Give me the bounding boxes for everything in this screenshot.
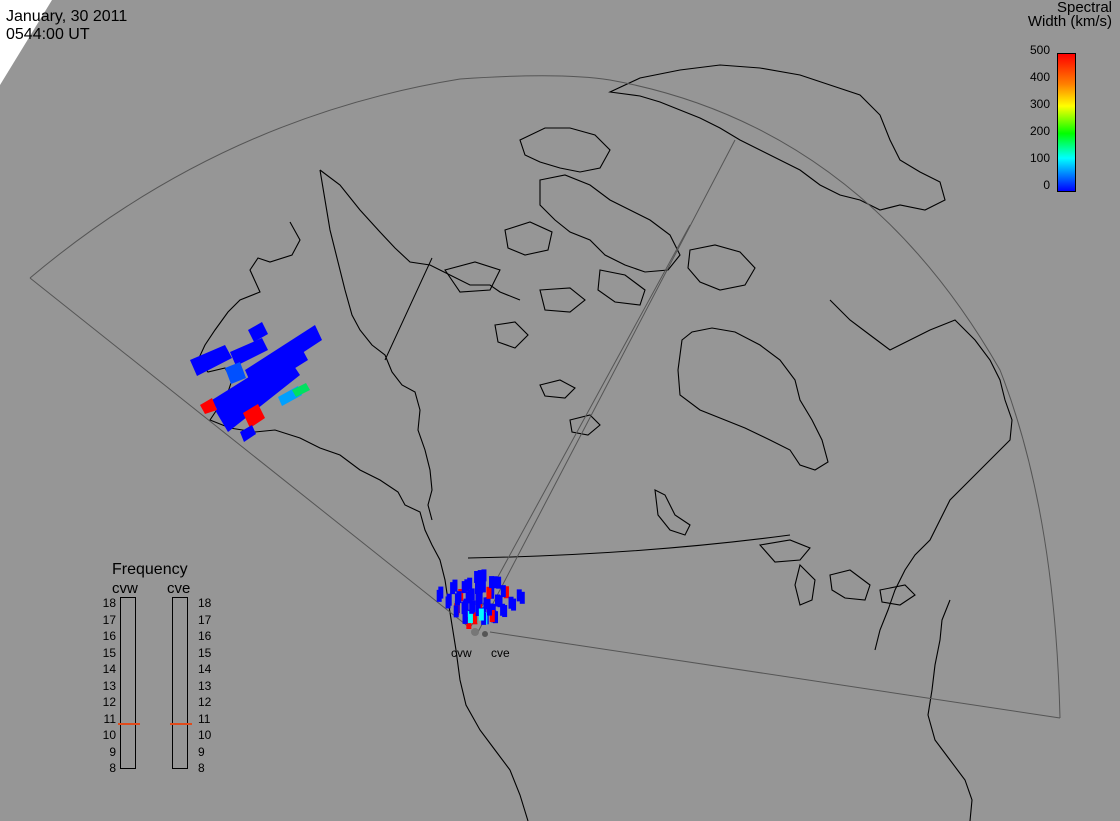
echo-cell (467, 577, 473, 590)
scatter-cells (190, 322, 525, 629)
echo-cell (489, 610, 495, 623)
echo-cell (230, 338, 268, 366)
echo-cell (243, 404, 265, 428)
spectral-width-colorbar (1057, 53, 1076, 192)
echo-cell (486, 586, 492, 599)
frequency-column-cvw: cvw (112, 580, 138, 597)
echo-cell (480, 580, 486, 593)
echo-cell (215, 360, 300, 432)
colorbar-tick-300: 300 (1029, 97, 1050, 111)
frequency-tick-cvw-9: 9 (109, 744, 116, 759)
frequency-tick-cve-18: 18 (198, 596, 212, 610)
frequency-tick-cve-17: 17 (198, 612, 212, 627)
radar-cve-origin (482, 631, 488, 637)
echo-cell (492, 576, 498, 589)
frequency-tick-cvw-13: 13 (102, 678, 116, 693)
echo-cell (248, 322, 268, 342)
field-of-view (29, 75, 1061, 719)
echo-cell (450, 582, 456, 595)
echo-cell (436, 589, 442, 602)
echo-cell (481, 569, 487, 582)
echo-cell (469, 601, 475, 614)
echo-cell (225, 362, 246, 384)
frequency-tick-cve-15: 15 (198, 645, 212, 660)
colorbar-tick-400: 400 (1029, 70, 1050, 84)
echo-cell (519, 591, 525, 604)
frequency-tick-cve-14: 14 (198, 662, 212, 676)
time-label: 0544:00 UT (6, 26, 90, 43)
frequency-tick-cve-9: 9 (198, 744, 205, 759)
frequency-tick-cvw-16: 16 (102, 629, 116, 643)
frequency-bar-cvw (118, 597, 140, 769)
echo-cell (190, 345, 232, 376)
echo-cell (503, 586, 509, 599)
echo-cell (500, 585, 506, 598)
frequency-title: Frequency (112, 561, 188, 578)
map-corner-white (0, 0, 52, 85)
echo-cell (478, 608, 484, 621)
frequency-tick-cve-13: 13 (198, 678, 212, 693)
echo-cell (461, 602, 467, 615)
frequency-tick-cvw-12: 12 (102, 695, 116, 709)
echo-cell (454, 593, 460, 606)
echo-cell (445, 596, 451, 609)
frequency-tick-cvw-17: 17 (102, 612, 116, 627)
borders (384, 257, 791, 559)
colorbar-title-line2: Width (km/s) (1027, 13, 1112, 30)
echo-cell (474, 571, 480, 584)
echo-cell (462, 611, 468, 624)
frequency-marker-cvw (118, 722, 140, 725)
radar-cvw-origin (471, 628, 479, 636)
echo-cell (496, 576, 502, 589)
echo-cell (477, 570, 483, 583)
colorbar-tick-100: 100 (1029, 151, 1050, 165)
colorbar-title-line1: Spectral (1056, 0, 1112, 16)
frequency-tick-cve-8: 8 (198, 761, 205, 775)
echo-cell (508, 596, 514, 609)
frequency-tick-cvw-8: 8 (109, 761, 116, 775)
frequency-tick-cvw-10: 10 (102, 728, 116, 742)
frequency-tick-cvw-15: 15 (102, 645, 116, 660)
echo-cell (292, 383, 310, 397)
echo-cell (477, 581, 483, 594)
frequency-column-cve: cve (167, 580, 191, 597)
frequency-tick-cvw-14: 14 (102, 662, 116, 676)
frequency-marker-cve (170, 722, 192, 725)
echo-cell (472, 612, 478, 625)
echo-cell (464, 579, 470, 592)
echo-cell (494, 594, 500, 607)
echo-cell (467, 611, 473, 624)
echo-cell (475, 604, 481, 617)
echo-cell (511, 598, 517, 611)
echo-cell (475, 582, 480, 594)
colorbar-tick-200: 200 (1029, 124, 1050, 138)
echo-cell (516, 589, 522, 602)
frequency-tick-cve-11: 11 (198, 711, 211, 726)
echo-cell (489, 586, 495, 599)
echo-cell (240, 425, 256, 442)
frequency-tick-cvw-18: 18 (102, 596, 116, 610)
radar-label-cve: cve (491, 646, 510, 660)
echo-cell (200, 398, 217, 414)
echo-cell (489, 576, 495, 589)
echo-cell (453, 605, 459, 618)
date-label: January, 30 2011 (6, 8, 128, 25)
frequency-bar-cve (170, 597, 192, 769)
echo-cell (497, 595, 503, 608)
echo-cell (465, 591, 471, 604)
echo-cell (475, 593, 481, 606)
echo-cell (500, 603, 506, 616)
frequency-tick-cve-10: 10 (198, 728, 212, 742)
echo-cell (483, 597, 489, 610)
coastlines (197, 64, 1013, 821)
frequency-tick-cve-12: 12 (198, 695, 212, 709)
colorbar-tick-0: 0 (1043, 178, 1050, 192)
radar-label-cvw: cvw (451, 646, 472, 660)
echo-cell (486, 603, 492, 616)
echo-cell (461, 581, 467, 594)
frequency-tick-cve-16: 16 (198, 629, 212, 643)
colorbar-tick-500: 500 (1029, 43, 1050, 57)
frequency-tick-cvw-11: 11 (103, 711, 116, 726)
